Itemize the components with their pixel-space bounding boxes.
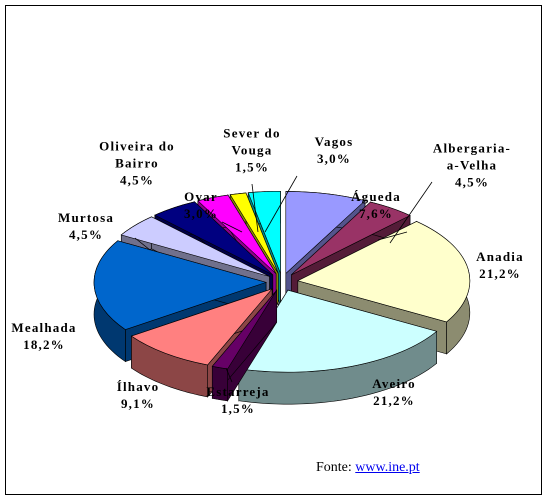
category-label: Mealhada [11, 320, 77, 335]
slice [238, 289, 438, 405]
slice-top [130, 288, 273, 366]
leader-line [134, 237, 151, 251]
slice-label: Ovar 3,0% [184, 188, 218, 222]
leader-line [221, 221, 243, 233]
category-label: Águeda [351, 189, 401, 204]
category-label: Albergaria-a-Velha [432, 140, 512, 173]
pie [93, 175, 471, 405]
slice-label: Anadia 21,2% [476, 248, 524, 282]
category-label: Murtosa [57, 210, 115, 225]
leader-line [225, 367, 233, 383]
value-label: 4,5% [68, 227, 104, 242]
value-label: 1,5% [220, 401, 256, 416]
slice-top [291, 201, 411, 276]
slice-top [211, 290, 277, 370]
category-label: Ílhavo [116, 379, 160, 394]
category-label: Estarreja [206, 384, 270, 399]
slice-top [197, 194, 277, 275]
slice-top [154, 201, 273, 276]
value-label: 4,5% [454, 174, 490, 190]
category-label: Ovar [184, 189, 218, 204]
slice-label: Aveiro 21,2% [372, 375, 416, 409]
slice-label: Mealhada 18,2% [11, 319, 76, 353]
leader-line [264, 175, 298, 233]
leader-line [377, 231, 408, 241]
slice-top [285, 191, 366, 275]
source: Fonte: www.ine.pt [316, 460, 420, 476]
slice-top [247, 190, 281, 274]
value-label: 3,0% [316, 151, 352, 166]
slice-label: Albergaria-a-Velha 4,5% [428, 140, 516, 191]
slice-top [120, 216, 270, 277]
slice-label: Estarreja 1,5% [206, 383, 269, 417]
value-label: 18,2% [23, 337, 65, 352]
slice-label: Ílhavo 9,1% [117, 378, 160, 412]
leader-line [389, 181, 433, 244]
category-label: Oliveira do Bairro [99, 138, 175, 171]
slice-top [93, 240, 268, 330]
category-label: Anadia [476, 249, 524, 264]
slice-top [297, 221, 471, 323]
slice-label: Vagos 3,0% [315, 133, 354, 167]
slice-label: Águeda 7,6% [351, 188, 401, 222]
category-label: Aveiro [372, 376, 416, 391]
leader-line [251, 183, 259, 233]
category-label: Sever do Vouga [223, 125, 281, 158]
value-label: 21,2% [373, 393, 415, 408]
value-label: 4,5% [119, 172, 155, 188]
value-label: 7,6% [358, 206, 394, 221]
slice-label: Oliveira do Bairro 4,5% [96, 138, 178, 189]
slice [211, 289, 278, 402]
slice-label: Murtosa 4,5% [58, 209, 114, 243]
slice-top [238, 289, 438, 373]
source-link[interactable]: www.ine.pt [355, 460, 420, 475]
category-label: Vagos [314, 134, 354, 149]
value-label: 3,0% [183, 206, 219, 221]
value-label: 21,2% [479, 266, 521, 281]
slice-top [229, 192, 279, 274]
source-label: Fonte: [316, 460, 352, 475]
slice-label: Sever do Vouga 1,5% [207, 125, 297, 176]
value-label: 9,1% [120, 396, 156, 411]
value-label: 1,5% [234, 159, 270, 175]
